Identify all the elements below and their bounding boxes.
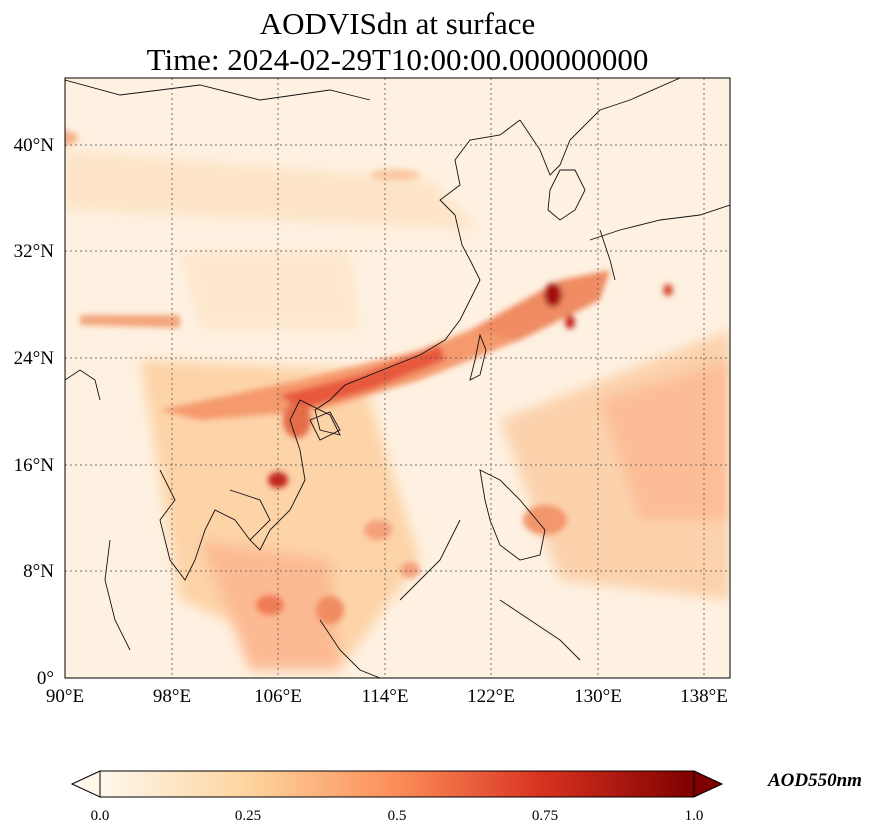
lat-tick-label: 8°N: [23, 561, 54, 582]
lon-tick-label: 114°E: [362, 686, 409, 707]
lat-tick-label: 24°N: [14, 348, 55, 369]
lon-tick-label: 130°E: [574, 686, 622, 707]
latitude-tick-labels: 0° 8°N 16°N 24°N 32°N 40°N: [14, 135, 55, 689]
colorbar-tick-label: 0.25: [235, 808, 261, 824]
colorbar-tick-label: 0.5: [388, 808, 407, 824]
colorbar-tick-label: 0.75: [532, 808, 558, 824]
gridlines: [65, 78, 730, 678]
lat-tick-label: 40°N: [14, 135, 55, 156]
colorbar-tick-label: 0.0: [91, 808, 110, 824]
lon-tick-label: 138°E: [680, 686, 728, 707]
map-frame: [64, 77, 731, 679]
longitude-tick-labels: 90°E 98°E 106°E 114°E 122°E 130°E 138°E: [46, 686, 728, 707]
colorbar: 0.0 0.25 0.5 0.75 1.0: [70, 770, 724, 824]
colorbar-tick-label: 1.0: [685, 808, 704, 824]
coastlines: [65, 78, 730, 678]
aod-field: [65, 78, 730, 678]
lon-tick-label: 98°E: [153, 686, 191, 707]
lon-tick-label: 90°E: [46, 686, 84, 707]
map-time-subtitle: Time: 2024-02-29T10:00:00.000000000: [146, 42, 649, 77]
colorbar-extend-low: [70, 770, 101, 798]
lat-tick-label: 32°N: [14, 241, 55, 262]
lon-tick-label: 122°E: [467, 686, 515, 707]
map-title: AODVISdn at surface: [259, 6, 536, 41]
lat-tick-label: 16°N: [14, 455, 55, 476]
lon-tick-label: 106°E: [254, 686, 302, 707]
colorbar-extend-high: [693, 770, 724, 798]
lat-tick-label: 0°: [37, 668, 54, 689]
colorbar-label: AOD550nm: [768, 770, 862, 791]
